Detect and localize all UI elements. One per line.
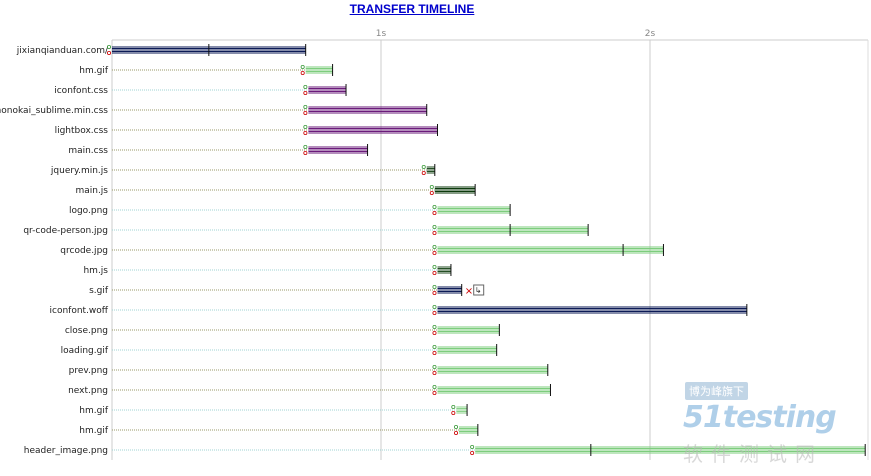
start-marker-green xyxy=(300,65,305,70)
chart-title[interactable]: TRANSFER TIMELINE xyxy=(349,2,475,16)
start-marker-green xyxy=(432,264,437,269)
start-marker-green xyxy=(432,324,437,329)
start-marker-green xyxy=(432,204,437,209)
start-marker-green xyxy=(303,105,308,110)
x-tick-label: 1s xyxy=(376,29,387,39)
row-label[interactable]: hm.gif xyxy=(79,66,109,76)
row-label[interactable]: header_image.png xyxy=(24,446,108,456)
start-marker-red xyxy=(432,370,437,375)
start-marker-red xyxy=(432,270,437,275)
row-label[interactable]: main.css xyxy=(68,146,108,156)
watermark-subtitle: 软件测试网 xyxy=(683,442,823,466)
start-marker-green xyxy=(432,304,437,309)
start-marker-red xyxy=(300,71,305,76)
start-marker-red xyxy=(303,150,308,155)
row-label[interactable]: jixianqianduan.com/ xyxy=(16,46,109,56)
start-marker-red xyxy=(432,290,437,295)
row-label[interactable]: jquery.min.js xyxy=(50,166,108,176)
start-marker-red xyxy=(432,390,437,395)
row-label[interactable]: s.gif xyxy=(89,286,109,296)
redirect-icon xyxy=(473,284,485,296)
row-label[interactable]: logo.png xyxy=(69,206,108,216)
row-label[interactable]: hm.gif xyxy=(79,426,109,436)
start-marker-green xyxy=(470,444,475,449)
start-marker-red xyxy=(432,230,437,235)
start-marker-green xyxy=(303,85,308,90)
start-marker-red xyxy=(432,250,437,255)
row-label[interactable]: main.js xyxy=(75,186,108,196)
start-marker-red xyxy=(107,51,112,56)
row-label[interactable]: hm.gif xyxy=(79,406,109,416)
watermark-brand: 51testing xyxy=(683,400,837,435)
start-marker-red xyxy=(303,130,308,135)
row-label[interactable]: hm.js xyxy=(83,266,108,276)
row-label[interactable]: lightbox.css xyxy=(55,126,109,136)
row-label[interactable]: monokai_sublime.min.css xyxy=(0,106,108,116)
start-marker-green xyxy=(421,164,426,169)
start-marker-red xyxy=(421,170,426,175)
start-marker-green xyxy=(303,144,308,149)
start-marker-green xyxy=(432,364,437,369)
start-marker-red xyxy=(429,190,434,195)
start-marker-red xyxy=(451,410,456,415)
start-marker-green xyxy=(432,244,437,249)
start-marker-red xyxy=(432,310,437,315)
start-marker-green xyxy=(303,125,308,130)
error-icon: × xyxy=(465,286,473,297)
row-label[interactable]: loading.gif xyxy=(61,346,109,356)
start-marker-green xyxy=(432,224,437,229)
start-marker-red xyxy=(432,210,437,215)
start-marker-red xyxy=(454,430,459,435)
start-marker-red xyxy=(432,350,437,355)
row-label[interactable]: iconfont.woff xyxy=(50,306,109,316)
row-label[interactable]: qrcode.jpg xyxy=(60,246,108,256)
start-marker-green xyxy=(451,404,456,409)
redirect-arrow-icon: ↳ xyxy=(475,286,482,295)
watermark-logo: 博为峰旗下 51testing 软件测试网 xyxy=(683,382,863,466)
start-marker-red xyxy=(303,91,308,96)
start-marker-green xyxy=(107,45,112,50)
start-marker-green xyxy=(454,424,459,429)
start-marker-green xyxy=(432,344,437,349)
row-label[interactable]: iconfont.css xyxy=(54,86,108,96)
row-label[interactable]: prev.png xyxy=(69,366,108,376)
start-marker-green xyxy=(432,384,437,389)
row-label[interactable]: next.png xyxy=(68,386,108,396)
row-label[interactable]: qr-code-person.jpg xyxy=(23,226,108,236)
x-tick-label: 2s xyxy=(645,29,656,39)
start-marker-red xyxy=(470,450,475,455)
start-marker-green xyxy=(432,284,437,289)
start-marker-red xyxy=(303,111,308,116)
watermark-tagline: 博为峰旗下 xyxy=(685,382,748,400)
start-marker-green xyxy=(429,184,434,189)
row-label[interactable]: close.png xyxy=(65,326,108,336)
start-marker-red xyxy=(432,330,437,335)
